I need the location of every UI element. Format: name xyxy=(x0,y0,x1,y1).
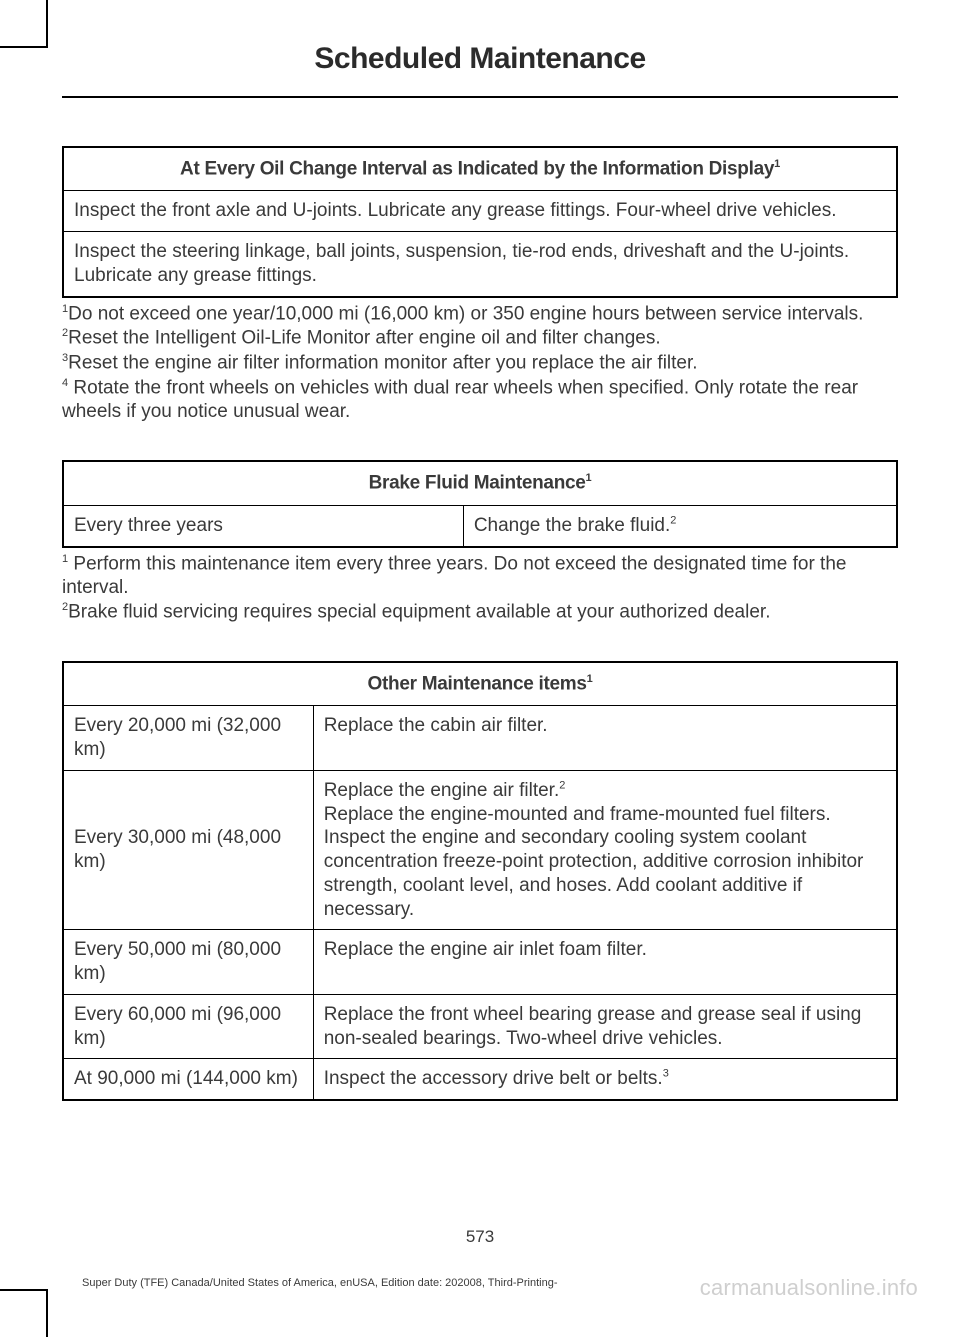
crop-mark-bottom-left xyxy=(0,1289,48,1337)
t3-r3-right: Replace the front wheel bearing grease a… xyxy=(313,994,897,1059)
table1-header: At Every Oil Change Interval as Indicate… xyxy=(63,147,897,191)
table2-right: Change the brake fluid.2 xyxy=(463,505,897,546)
fn1-2: Reset the Intelligent Oil-Life Monitor a… xyxy=(68,328,661,349)
table3-header-sup: 1 xyxy=(587,673,593,685)
footer-edition: Super Duty (TFE) Canada/United States of… xyxy=(82,1277,557,1289)
table3-header-text: Other Maintenance items xyxy=(368,673,587,694)
t3-r1-sup1: 2 xyxy=(559,780,565,792)
table2-right-sup: 2 xyxy=(670,514,676,526)
t3-r3-left: Every 60,000 mi (96,000 km) xyxy=(63,994,313,1059)
brake-fluid-table: Brake Fluid Maintenance1 Every three yea… xyxy=(62,460,898,547)
page-number: 573 xyxy=(0,1227,960,1247)
t3-r4-right: Inspect the accessory drive belt or belt… xyxy=(313,1059,897,1100)
t3-r4-right-text: Inspect the accessory drive belt or belt… xyxy=(324,1068,663,1089)
other-maintenance-table: Other Maintenance items1 Every 20,000 mi… xyxy=(62,661,898,1101)
watermark: carmanualsonline.info xyxy=(700,1275,918,1301)
table1-row2: Inspect the steering linkage, ball joint… xyxy=(63,232,897,297)
table2-left: Every three years xyxy=(63,505,463,546)
table3-header: Other Maintenance items1 xyxy=(63,662,897,706)
footnotes-1: 1Do not exceed one year/10,000 mi (16,00… xyxy=(62,302,898,425)
table2-header-text: Brake Fluid Maintenance xyxy=(369,473,586,494)
page-title: Scheduled Maintenance xyxy=(62,42,898,88)
oil-change-interval-table: At Every Oil Change Interval as Indicate… xyxy=(62,146,898,298)
crop-mark-top-left xyxy=(0,0,48,48)
t3-r1-left: Every 30,000 mi (48,000 km) xyxy=(63,770,313,930)
t3-r4-sup: 3 xyxy=(663,1068,669,1080)
t3-r1-line1: Replace the engine air filter. xyxy=(324,780,560,801)
t3-r2-right: Replace the engine air inlet foam filter… xyxy=(313,930,897,995)
table1-header-text: At Every Oil Change Interval as Indicate… xyxy=(180,158,774,179)
t3-r2-left: Every 50,000 mi (80,000 km) xyxy=(63,930,313,995)
page-content: Scheduled Maintenance At Every Oil Chang… xyxy=(62,42,898,1101)
fn1-3: Reset the engine air filter information … xyxy=(68,352,697,373)
fn1-1: Do not exceed one year/10,000 mi (16,000… xyxy=(68,303,863,324)
table1-row1: Inspect the front axle and U-joints. Lub… xyxy=(63,191,897,232)
table1-header-sup: 1 xyxy=(774,158,780,170)
footnotes-2: 1 Perform this maintenance item every th… xyxy=(62,552,898,626)
title-underline xyxy=(62,96,898,98)
table2-right-text: Change the brake fluid. xyxy=(474,515,670,536)
table2-header-sup: 1 xyxy=(586,472,592,484)
t3-r1-right: Replace the engine air filter.2 Replace … xyxy=(313,770,897,930)
fn2-1: Perform this maintenance item every thre… xyxy=(62,553,846,598)
table2-header: Brake Fluid Maintenance1 xyxy=(63,461,897,505)
fn2-2: Brake fluid servicing requires special e… xyxy=(68,602,770,623)
t3-r4-left: At 90,000 mi (144,000 km) xyxy=(63,1059,313,1100)
t3-r1-rest: Replace the engine-mounted and frame-mou… xyxy=(324,804,864,920)
fn1-4: Rotate the front wheels on vehicles with… xyxy=(62,377,858,422)
t3-r0-left: Every 20,000 mi (32,000 km) xyxy=(63,706,313,771)
t3-r0-right: Replace the cabin air filter. xyxy=(313,706,897,771)
